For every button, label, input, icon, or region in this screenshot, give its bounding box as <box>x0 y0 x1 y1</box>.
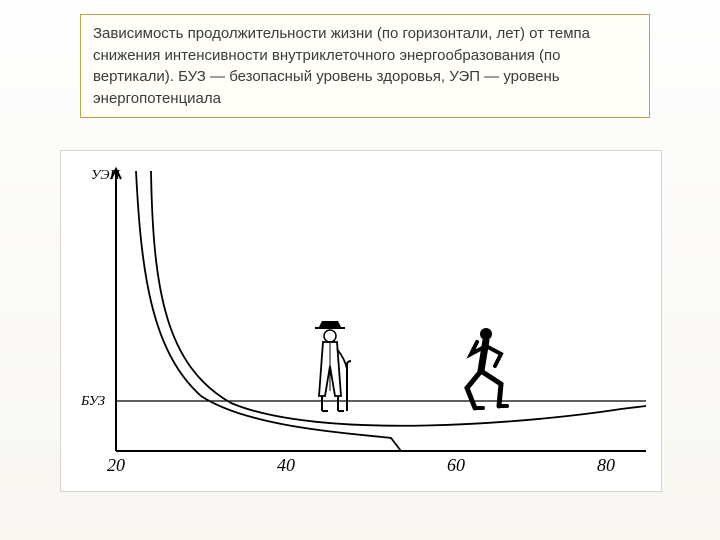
x-tick-2: 60 <box>447 455 465 475</box>
caption-box: Зависимость продолжительности жизни (по … <box>80 14 650 118</box>
y-axis-label: УЭП <box>91 168 121 183</box>
caption-text: Зависимость продолжительности жизни (по … <box>93 25 590 107</box>
x-tick-3: 80 <box>597 455 615 475</box>
chart-svg: УЭП БУЗ 20 40 60 80 <box>61 151 661 491</box>
x-tick-1: 40 <box>277 455 295 475</box>
buz-label: БУЗ <box>80 394 105 409</box>
chart-panel: УЭП БУЗ 20 40 60 80 <box>60 150 662 492</box>
x-tick-0: 20 <box>107 455 125 475</box>
